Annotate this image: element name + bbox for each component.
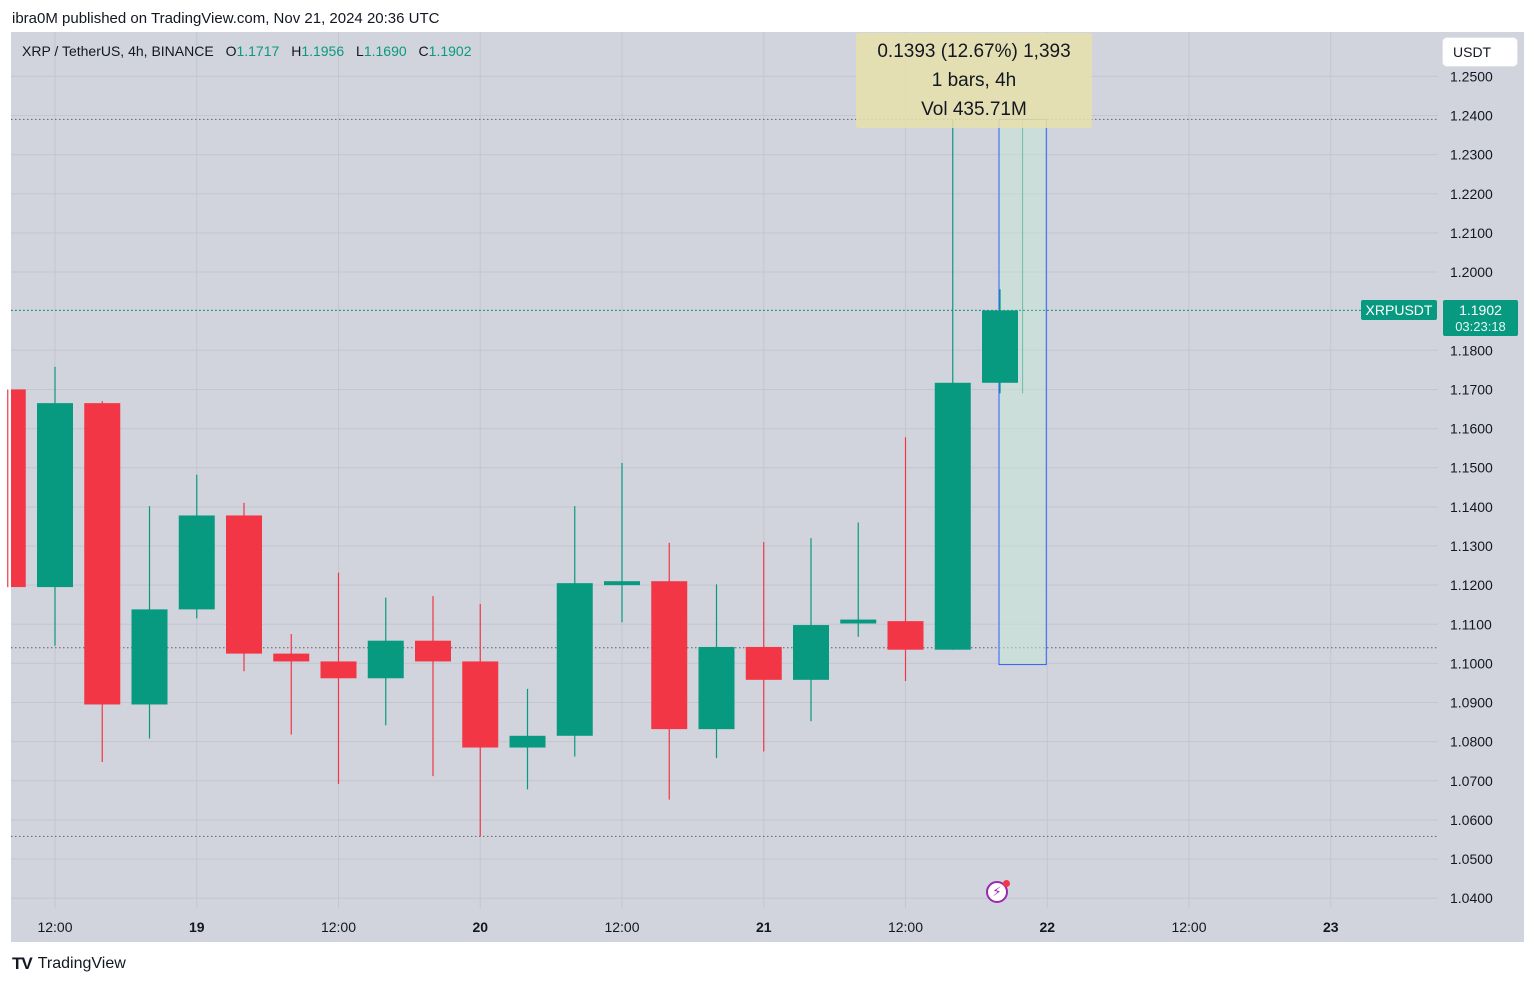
y-tick-label: 1.0900 <box>1450 695 1493 711</box>
y-tick-label: 1.1500 <box>1450 460 1493 476</box>
candle-body-down[interactable] <box>887 621 924 650</box>
symbol-legend: XRP / TetherUS, 4h, BINANCE O1.1717 H1.1… <box>22 43 472 59</box>
chart-pane[interactable] <box>11 32 1524 942</box>
candle-body-up[interactable] <box>982 310 1018 383</box>
tradingview-brand[interactable]: TV TradingView <box>12 954 126 974</box>
legend-low-label: L <box>356 43 364 59</box>
y-tick-label: 1.2100 <box>1450 225 1493 241</box>
y-tick-label: 1.1200 <box>1450 577 1493 593</box>
x-tick-label: 23 <box>1323 919 1339 935</box>
measure-volume: Vol 435.71M <box>921 99 1027 120</box>
y-tick-label: 1.0700 <box>1450 773 1493 789</box>
x-tick-label: 12:00 <box>321 919 356 935</box>
y-tick-label: 1.1700 <box>1450 381 1493 397</box>
legend-high-value: 1.1956 <box>301 43 345 59</box>
x-tick-label: 12:00 <box>1171 919 1206 935</box>
candle-body-up[interactable] <box>178 515 215 610</box>
x-tick-label: 20 <box>472 919 488 935</box>
candle-body-up[interactable] <box>367 640 404 679</box>
alert-dot-icon <box>1003 880 1010 887</box>
candle-body-up[interactable] <box>131 609 168 705</box>
currency-button[interactable]: USDT <box>1443 38 1517 66</box>
bar-countdown: 03:23:18 <box>1455 319 1506 334</box>
last-price-value: 1.1902 <box>1459 302 1502 318</box>
candle-body-down[interactable] <box>11 389 26 588</box>
legend-high-label: H <box>291 43 302 59</box>
lightning-icon[interactable]: ⚡ <box>986 881 1008 903</box>
x-tick-label: 19 <box>189 919 205 935</box>
y-tick-label: 1.1100 <box>1450 616 1492 632</box>
y-tick-label: 1.0800 <box>1450 734 1493 750</box>
y-tick-label: 1.2400 <box>1450 108 1493 124</box>
y-tick-label: 1.0600 <box>1450 812 1493 828</box>
legend-close-label: C <box>418 43 429 59</box>
x-tick-label: 12:00 <box>604 919 639 935</box>
x-tick-label: 22 <box>1039 919 1055 935</box>
y-tick-label: 1.1000 <box>1450 655 1493 671</box>
x-tick-label: 12:00 <box>888 919 923 935</box>
candle-body-down[interactable] <box>462 661 499 748</box>
candle-body-up[interactable] <box>37 403 73 588</box>
measure-tooltip: 0.1393 (12.67%) 1,393 1 bars, 4h Vol 435… <box>856 33 1092 128</box>
candle-body-up[interactable] <box>793 625 829 680</box>
x-tick-label: 12:00 <box>37 919 72 935</box>
candle-body-up[interactable] <box>556 583 593 736</box>
legend-symbol[interactable]: XRP / TetherUS, 4h, BINANCE <box>22 43 214 59</box>
legend-low-value: 1.1690 <box>363 43 407 59</box>
y-tick-label: 1.1600 <box>1450 421 1493 437</box>
legend-open-value: 1.1717 <box>236 43 280 59</box>
y-tick-label: 1.0400 <box>1450 890 1493 906</box>
legend-open-label: O <box>225 43 237 59</box>
y-tick-label: 1.2300 <box>1450 147 1493 163</box>
y-tick-label: 1.1800 <box>1450 342 1493 358</box>
last-price-symbol-label: XRPUSDT <box>1361 300 1437 320</box>
candle-body-down[interactable] <box>84 403 121 705</box>
candle-body-down[interactable] <box>226 515 262 654</box>
y-tick-label: 1.2500 <box>1450 68 1493 84</box>
brand-name: TradingView <box>37 955 126 972</box>
candle-body-down[interactable] <box>745 646 782 680</box>
measure-bars: 1 bars, 4h <box>931 70 1017 91</box>
candle-body-up[interactable] <box>934 382 971 650</box>
y-tick-label: 1.2000 <box>1450 264 1493 280</box>
y-tick-label: 1.1400 <box>1450 499 1493 515</box>
last-price-tag: 1.1902 03:23:18 <box>1443 300 1518 336</box>
candle-body-up[interactable] <box>840 619 877 624</box>
legend-close-value: 1.1902 <box>428 43 472 59</box>
candle-body-down[interactable] <box>651 581 688 730</box>
candle-body-up[interactable] <box>604 581 640 586</box>
y-tick-label: 1.0500 <box>1450 851 1493 867</box>
y-tick-label: 1.1300 <box>1450 538 1493 554</box>
candle-body-up[interactable] <box>509 735 546 748</box>
candle-body-up[interactable] <box>698 646 735 730</box>
x-tick-label: 21 <box>756 919 772 935</box>
candle-body-down[interactable] <box>273 653 310 662</box>
tradingview-logo-icon: TV <box>12 954 33 973</box>
measure-change: 0.1393 (12.67%) 1,393 <box>877 41 1071 62</box>
y-tick-label: 1.2200 <box>1450 186 1493 202</box>
publisher-caption: ibra0M published on TradingView.com, Nov… <box>12 10 440 27</box>
candle-body-down[interactable] <box>320 661 357 679</box>
candle-body-down[interactable] <box>415 640 451 662</box>
